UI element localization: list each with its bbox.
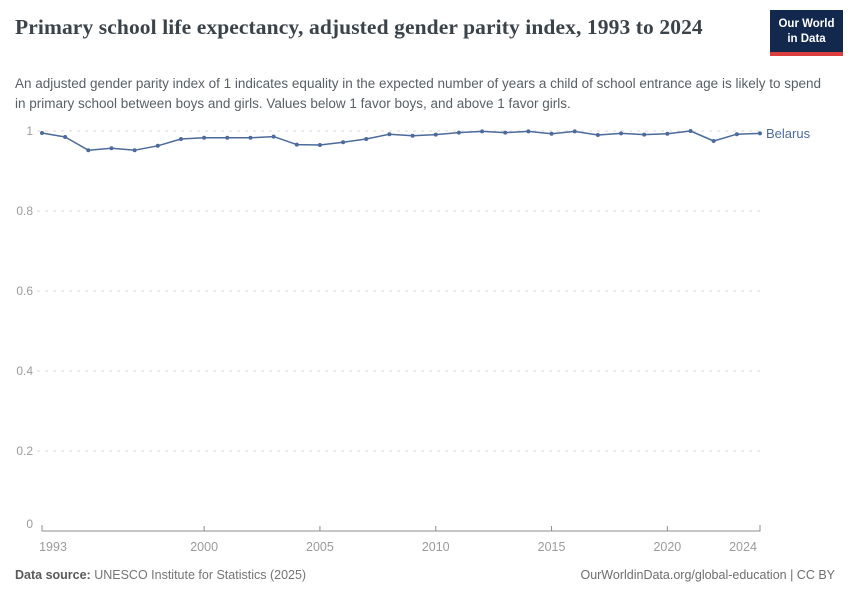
gridlines bbox=[37, 130, 760, 452]
data-point[interactable] bbox=[155, 143, 160, 148]
chart-title: Primary school life expectancy, adjusted… bbox=[15, 15, 703, 39]
data-point[interactable] bbox=[433, 132, 438, 137]
data-source-label: Data source: bbox=[15, 568, 91, 582]
data-point[interactable] bbox=[734, 132, 739, 137]
data-point[interactable] bbox=[549, 131, 554, 136]
y-tick-label: 0.8 bbox=[16, 204, 33, 218]
data-point[interactable] bbox=[178, 137, 183, 141]
data-point[interactable] bbox=[63, 135, 68, 139]
data-point[interactable] bbox=[642, 132, 647, 137]
data-point[interactable] bbox=[503, 130, 508, 135]
owid-logo-line2: in Data bbox=[787, 32, 826, 45]
data-point[interactable] bbox=[480, 129, 485, 134]
y-tick-label: 1 bbox=[26, 124, 33, 138]
owid-logo: Our World in Data bbox=[770, 10, 843, 56]
y-tick-label: 0 bbox=[26, 517, 33, 531]
data-point[interactable] bbox=[688, 129, 693, 133]
owid-logo-line1: Our World bbox=[778, 18, 835, 30]
data-point[interactable] bbox=[758, 131, 762, 136]
data-point[interactable] bbox=[410, 133, 415, 138]
series-label[interactable]: Belarus bbox=[766, 126, 811, 141]
data-point[interactable] bbox=[364, 137, 369, 141]
y-tick-label: 0.2 bbox=[16, 444, 33, 458]
data-point[interactable] bbox=[86, 148, 91, 153]
data-point[interactable] bbox=[225, 135, 230, 140]
credit-link: OurWorldinData.org/global-education | CC… bbox=[580, 568, 835, 582]
x-tick-label: 2024 bbox=[729, 540, 757, 554]
data-point[interactable] bbox=[456, 130, 461, 135]
data-point[interactable] bbox=[711, 139, 716, 143]
data-source-text: UNESCO Institute for Statistics (2025) bbox=[90, 568, 307, 582]
x-tick-label: 2020 bbox=[653, 540, 681, 554]
data-point[interactable] bbox=[317, 143, 322, 147]
x-axis-line bbox=[41, 525, 761, 532]
data-source: Data source: UNESCO Institute for Statis… bbox=[15, 568, 306, 582]
line-chart[interactable]: 0 0.2 0.4 0.6 0.8 1 1993 2000 2005 2010 2015 2020 20… bbox=[0, 115, 850, 560]
data-point[interactable] bbox=[40, 131, 44, 135]
data-point[interactable] bbox=[665, 131, 670, 136]
data-point[interactable] bbox=[248, 135, 253, 140]
series-points bbox=[40, 129, 762, 153]
x-tick-label: 2015 bbox=[538, 540, 566, 554]
data-point[interactable] bbox=[294, 142, 299, 147]
series-line[interactable] bbox=[41, 130, 761, 151]
data-point[interactable] bbox=[202, 135, 207, 140]
x-tick-label: 1993 bbox=[39, 540, 67, 554]
data-point[interactable] bbox=[526, 129, 531, 134]
data-point[interactable] bbox=[271, 134, 276, 139]
data-point[interactable] bbox=[109, 146, 114, 151]
data-point[interactable] bbox=[619, 131, 624, 136]
chart-subtitle: An adjusted gender parity index of 1 ind… bbox=[15, 76, 821, 111]
x-tick-label: 2005 bbox=[306, 540, 334, 554]
data-point[interactable] bbox=[572, 129, 577, 134]
data-point[interactable] bbox=[387, 132, 392, 137]
y-tick-label: 0.4 bbox=[16, 364, 33, 378]
data-point[interactable] bbox=[341, 140, 346, 145]
x-tick-label: 2000 bbox=[190, 540, 218, 554]
chart-footer: Data source: UNESCO Institute for Statis… bbox=[15, 568, 835, 588]
data-point[interactable] bbox=[132, 148, 137, 153]
data-point[interactable] bbox=[595, 133, 600, 137]
x-tick-label: 2010 bbox=[422, 540, 450, 554]
y-tick-label: 0.6 bbox=[16, 284, 33, 298]
